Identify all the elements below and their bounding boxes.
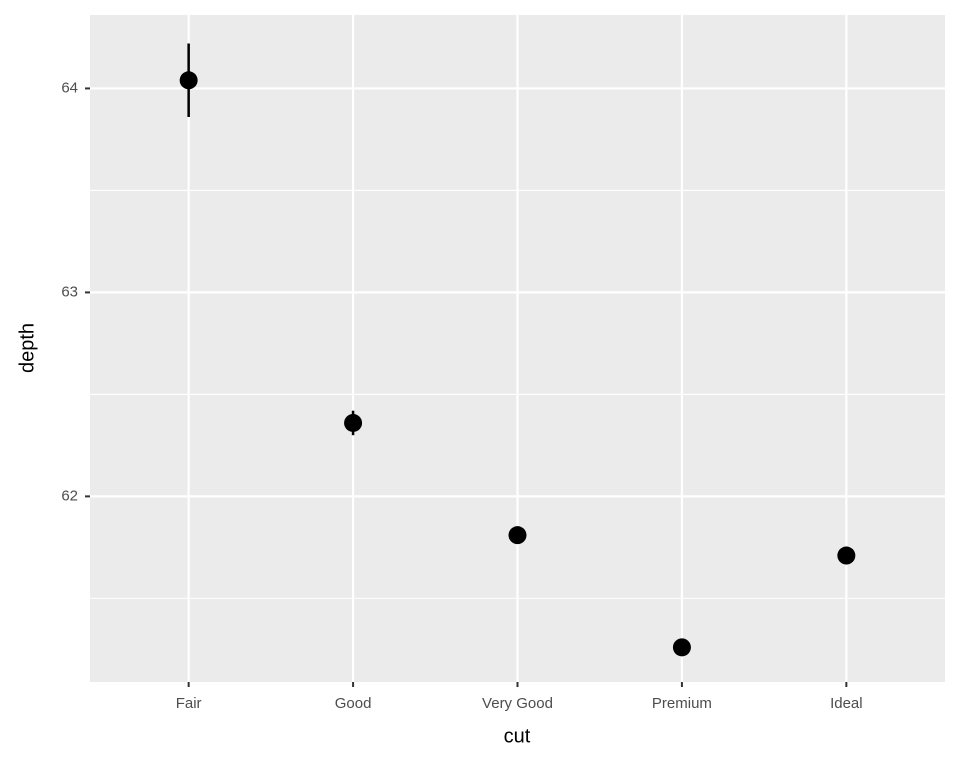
y-tick-label: 62 [61,487,78,504]
y-tick-label: 64 [61,79,78,96]
grid [90,15,945,682]
marks [179,43,856,657]
x-tick-label: Very Good [482,695,553,712]
point [508,526,527,545]
x-tick-label: Good [335,695,372,712]
x-axis-title: cut [504,725,531,747]
x-tick-label: Premium [652,695,712,712]
x-tick-label: Fair [176,695,202,712]
point [837,546,856,565]
point [672,638,691,657]
y-axis-title: depth [16,323,38,373]
point [344,413,363,432]
y-tick-label: 63 [61,283,78,300]
x-tick-label: Ideal [830,695,863,712]
point [179,71,198,90]
